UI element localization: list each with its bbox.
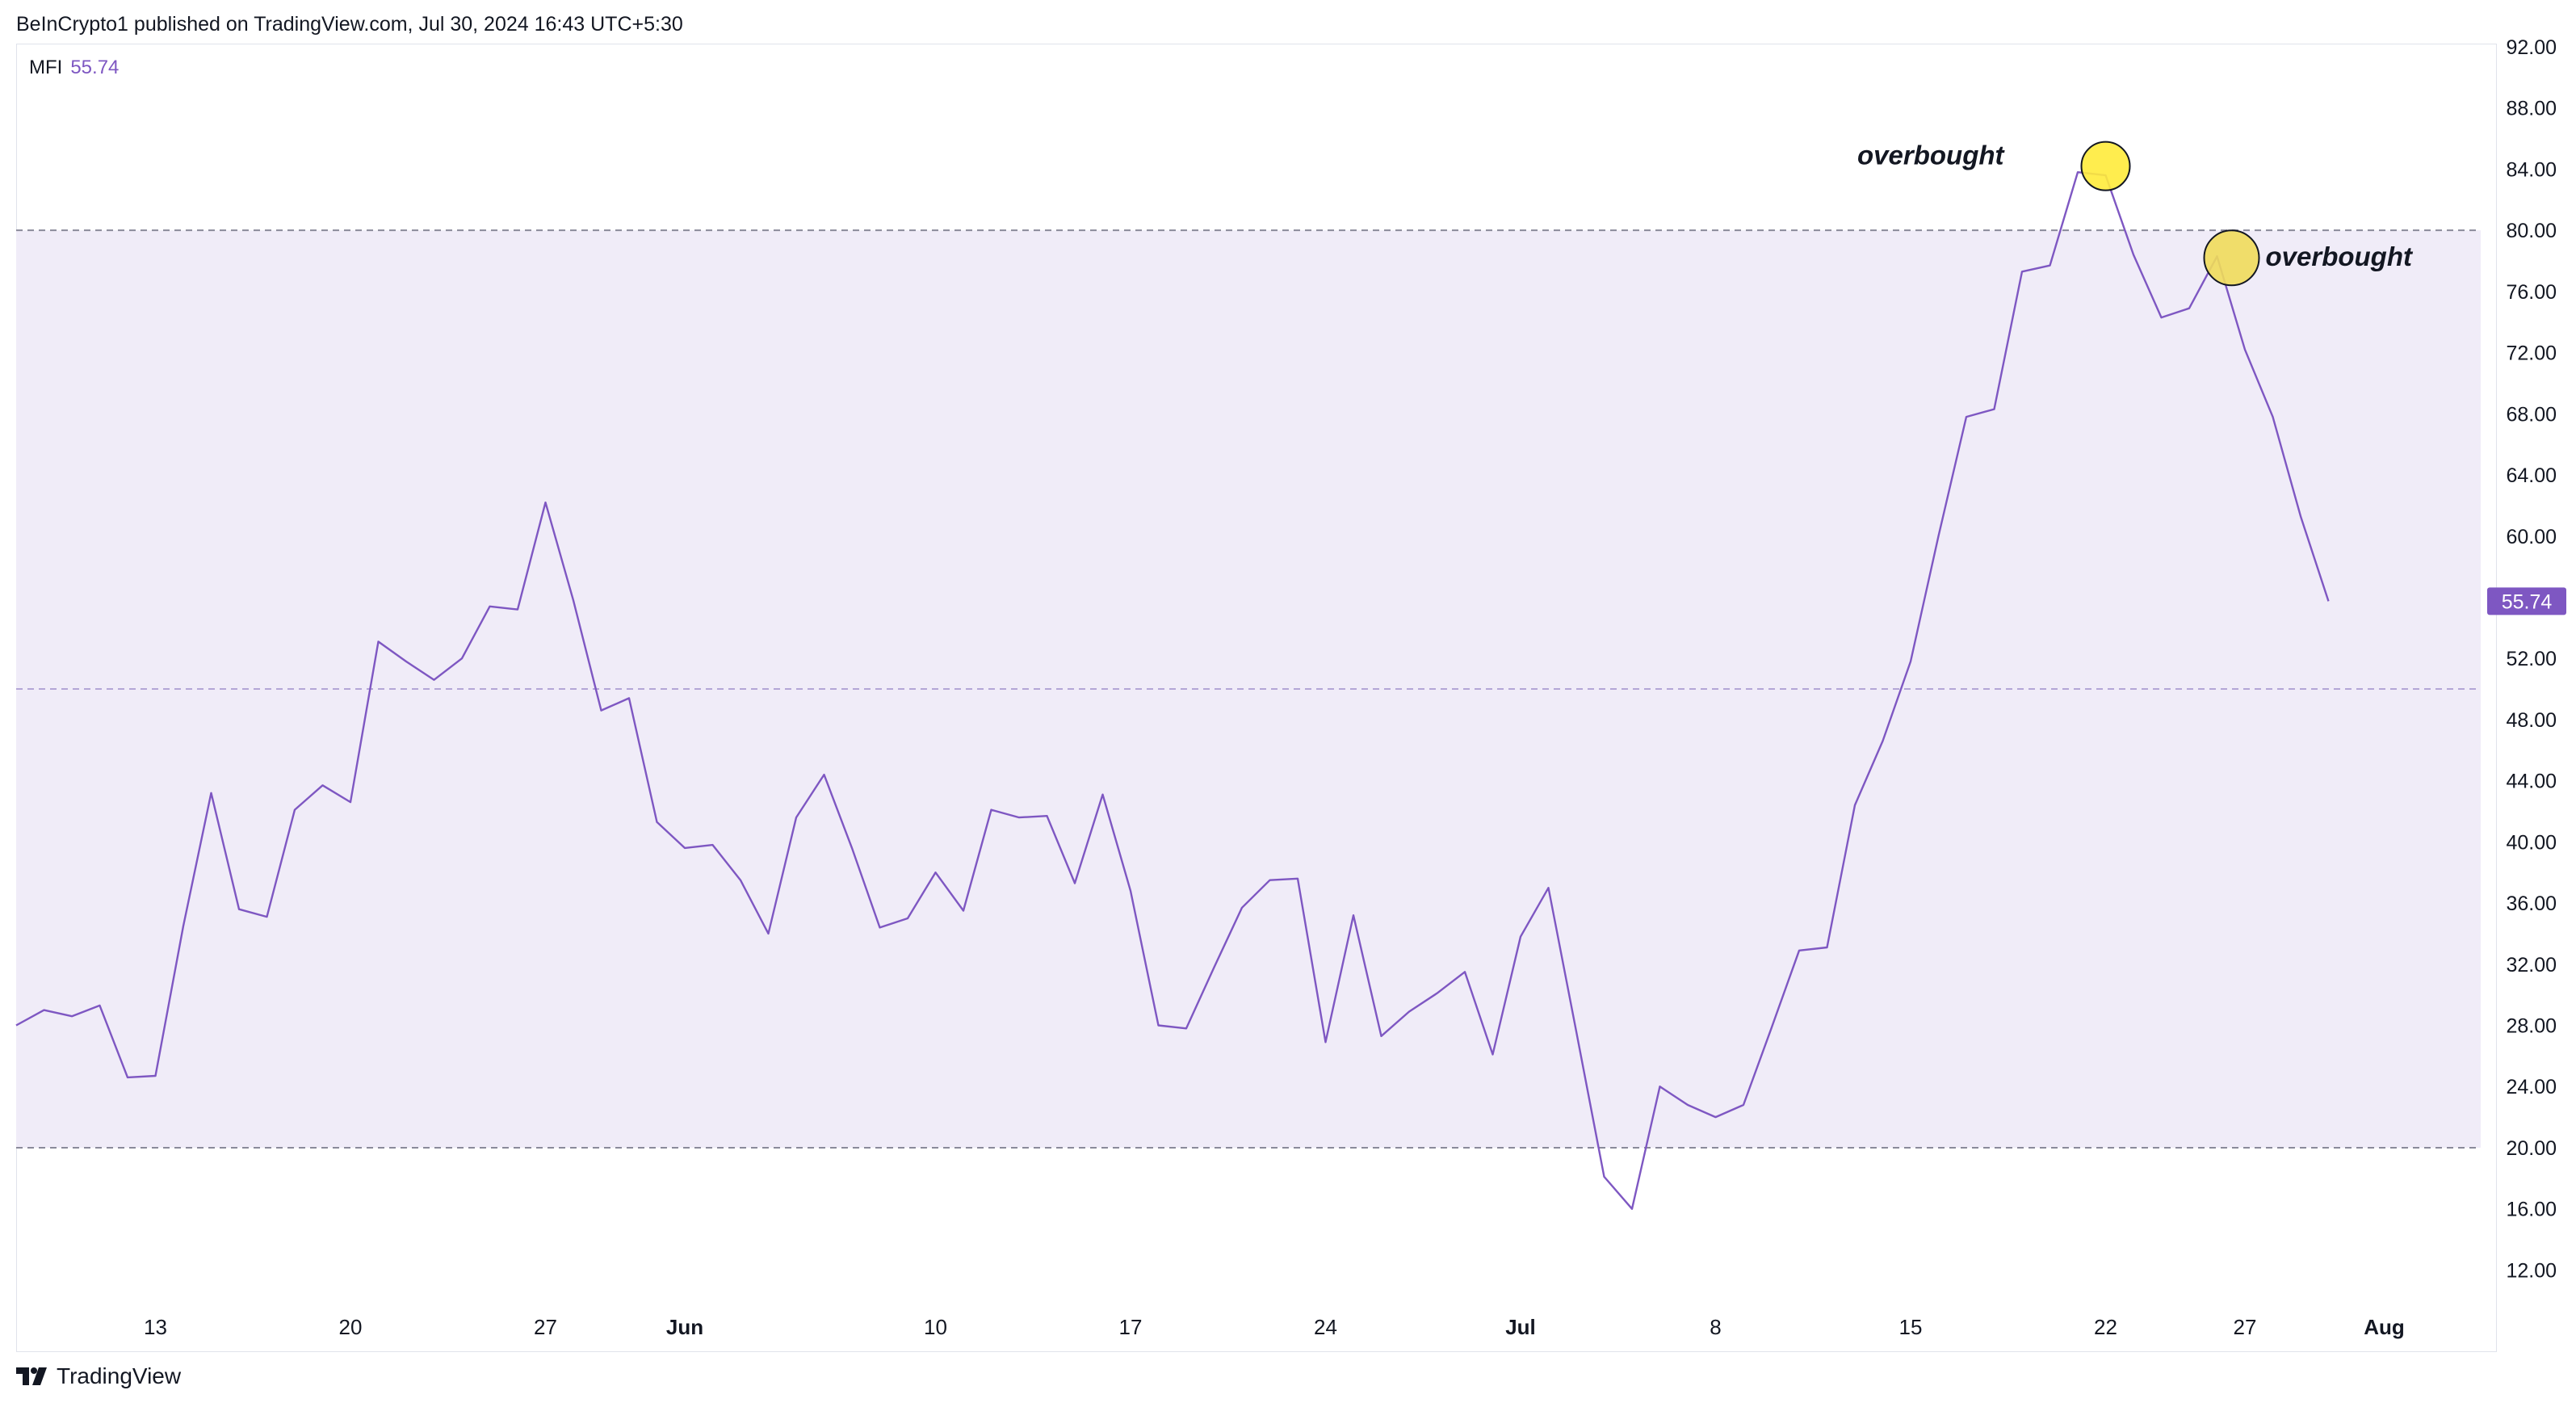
y-tick-label: 40.00 (2506, 831, 2557, 854)
y-tick-label: 84.00 (2506, 158, 2557, 181)
mfi-series-line (15, 170, 2330, 1210)
y-tick-label: 20.00 (2506, 1137, 2557, 1160)
annotations: overbought overbought (1857, 141, 2414, 287)
y-tick-label: 36.00 (2506, 892, 2557, 915)
y-tick-label: 28.00 (2506, 1015, 2557, 1038)
y-tick-label: 92.00 (2506, 36, 2557, 59)
y-tick-label: 80.00 (2506, 220, 2557, 242)
x-tick-label: Jul (1505, 1315, 1536, 1339)
overbought-label: overbought (1857, 141, 2005, 170)
x-tick-label: 8 (1710, 1315, 1721, 1339)
x-tick-label: 27 (534, 1315, 557, 1339)
y-tick-label: 64.00 (2506, 464, 2557, 487)
x-tick-label: 24 (1314, 1315, 1337, 1339)
x-tick-label: 27 (2234, 1315, 2257, 1339)
x-tick-label: Aug (2364, 1315, 2405, 1339)
last-value-tag-bg (2487, 587, 2566, 615)
y-tick-label: 12.00 (2506, 1259, 2557, 1282)
indicator-legend[interactable]: MFI 55.74 (29, 57, 119, 79)
overbought-marker (2080, 141, 2131, 191)
x-tick-label: 22 (2094, 1315, 2117, 1339)
y-tick-label: 88.00 (2506, 98, 2557, 120)
y-axis: 92.00 88.00 84.00 80.00 76.00 72.00 68.00 64.00… (2506, 36, 2557, 1282)
overbought-label: overbought (2266, 242, 2414, 271)
y-tick-label: 16.00 (2506, 1199, 2557, 1221)
overbought-marker (2203, 229, 2260, 287)
y-tick-label: 60.00 (2506, 526, 2557, 548)
x-tick-label: 20 (339, 1315, 363, 1339)
y-tick-label: 68.00 (2506, 403, 2557, 426)
y-tick-label: 76.00 (2506, 281, 2557, 304)
y-tick-label: 44.00 (2506, 771, 2557, 793)
tradingview-logo-icon (16, 1367, 47, 1385)
indicator-name: MFI (29, 57, 63, 78)
y-tick-label: 24.00 (2506, 1076, 2557, 1098)
x-tick-label: 10 (924, 1315, 947, 1339)
publish-info: BeInCrypto1 published on TradingView.com… (16, 13, 683, 36)
x-tick-label: 13 (144, 1315, 167, 1339)
x-tick-label: 15 (1899, 1315, 1923, 1339)
last-value-tag-label: 55.74 (2502, 590, 2553, 613)
y-tick-label: 52.00 (2506, 648, 2557, 670)
x-axis: 13 20 27 Jun 10 17 24 Jul 8 15 22 27 Aug (144, 1315, 2405, 1339)
indicator-value: 55.74 (70, 57, 120, 78)
footer-brand[interactable]: TradingView (16, 1363, 181, 1389)
y-tick-label: 48.00 (2506, 709, 2557, 732)
brand-name: TradingView (57, 1363, 182, 1388)
y-tick-label: 32.00 (2506, 954, 2557, 976)
x-tick-label: 17 (1119, 1315, 1143, 1339)
x-tick-label: Jun (666, 1315, 703, 1339)
last-value-tag: 55.74 (2487, 587, 2566, 615)
y-tick-label: 72.00 (2506, 342, 2557, 365)
